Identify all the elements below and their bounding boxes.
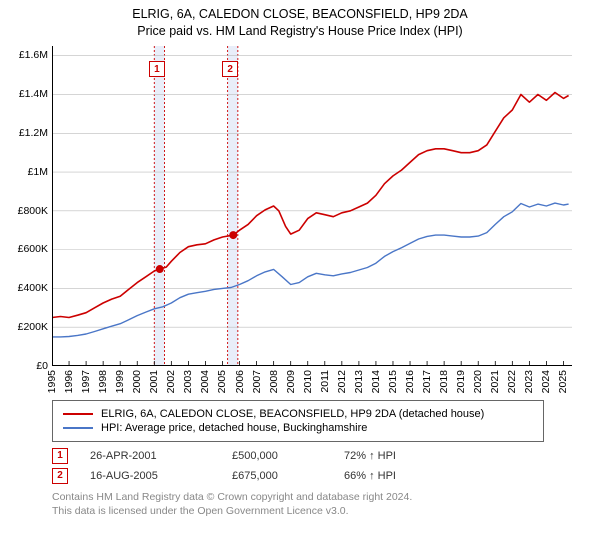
x-axis-label: 2012 <box>336 370 348 393</box>
x-axis-label: 2022 <box>506 370 518 393</box>
x-axis-label: 2014 <box>370 370 382 393</box>
transaction-date: 26-APR-2001 <box>90 450 210 462</box>
x-axis-label: 2020 <box>472 370 484 393</box>
transaction-price: £675,000 <box>232 470 322 482</box>
attribution-line-1: Contains HM Land Registry data © Crown c… <box>52 491 412 503</box>
transaction-delta: 66% ↑ HPI <box>344 470 396 482</box>
title-line-1: ELRIG, 6A, CALEDON CLOSE, BEACONSFIELD, … <box>132 7 468 21</box>
y-axis-label: £1.6M <box>19 49 48 61</box>
x-axis-label: 2010 <box>302 370 314 393</box>
x-axis-label: 2023 <box>523 370 535 393</box>
x-axis-label: 1998 <box>97 370 109 393</box>
y-axis-label: £200K <box>18 321 48 333</box>
x-axis-label: 2025 <box>557 370 569 393</box>
transaction-date: 16-AUG-2005 <box>90 470 210 482</box>
x-axis-label: 2017 <box>421 370 433 393</box>
x-axis-label: 2016 <box>404 370 416 393</box>
x-axis-label: 2001 <box>148 370 160 393</box>
x-axis-label: 2004 <box>199 370 211 393</box>
x-axis-label: 2019 <box>455 370 467 393</box>
x-axis-label: 2015 <box>387 370 399 393</box>
legend-label: ELRIG, 6A, CALEDON CLOSE, BEACONSFIELD, … <box>101 408 484 420</box>
title-line-2: Price paid vs. HM Land Registry's House … <box>137 24 462 38</box>
transaction-row: 2 16-AUG-2005 £675,000 66% ↑ HPI <box>52 468 590 484</box>
y-axis-label: £800K <box>18 205 48 217</box>
chart-area: 12£0£200K£400K£600K£800K£1M£1.2M£1.4M£1.… <box>10 46 590 366</box>
legend-item: ELRIG, 6A, CALEDON CLOSE, BEACONSFIELD, … <box>63 407 533 421</box>
transaction-marker: 2 <box>52 468 68 484</box>
x-axis-label: 2005 <box>216 370 228 393</box>
legend-item: HPI: Average price, detached house, Buck… <box>63 421 533 435</box>
x-axis-label: 2009 <box>285 370 297 393</box>
x-axis-label: 2024 <box>540 370 552 393</box>
x-axis-label: 2000 <box>131 370 143 393</box>
x-axis-label: 2008 <box>268 370 280 393</box>
transaction-delta: 72% ↑ HPI <box>344 450 396 462</box>
x-axis-label: 1999 <box>114 370 126 393</box>
legend-label: HPI: Average price, detached house, Buck… <box>101 422 367 434</box>
transaction-marker: 1 <box>52 448 68 464</box>
x-axis-label: 2006 <box>234 370 246 393</box>
legend-swatch <box>63 427 93 429</box>
transactions: 1 26-APR-2001 £500,000 72% ↑ HPI 2 16-AUG-200… <box>10 448 590 484</box>
x-axis-label: 1996 <box>63 370 75 393</box>
attribution-line-2: This data is licensed under the Open Gov… <box>52 505 349 517</box>
chart-title: ELRIG, 6A, CALEDON CLOSE, BEACONSFIELD, … <box>10 6 590 40</box>
y-axis-label: £600K <box>18 243 48 255</box>
x-axis-label: 2007 <box>251 370 263 393</box>
x-axis-label: 2018 <box>438 370 450 393</box>
chart-annotation-marker: 2 <box>222 61 238 77</box>
x-axis-label: 1997 <box>80 370 92 393</box>
transaction-row: 1 26-APR-2001 £500,000 72% ↑ HPI <box>52 448 590 464</box>
chart-annotation-marker: 1 <box>149 61 165 77</box>
y-axis-label: £1M <box>28 166 48 178</box>
attribution: Contains HM Land Registry data © Crown c… <box>52 490 590 518</box>
x-axis-label: 2011 <box>319 370 331 393</box>
legend-swatch <box>63 413 93 415</box>
x-axis-label: 2002 <box>165 370 177 393</box>
legend: ELRIG, 6A, CALEDON CLOSE, BEACONSFIELD, … <box>52 400 544 442</box>
y-axis-label: £1.4M <box>19 88 48 100</box>
x-axis-label: 2013 <box>353 370 365 393</box>
x-axis-label: 2003 <box>182 370 194 393</box>
x-axis-label: 2021 <box>489 370 501 393</box>
y-axis-label: £400K <box>18 282 48 294</box>
x-axis-label: 1995 <box>46 370 58 393</box>
transaction-price: £500,000 <box>232 450 322 462</box>
y-axis-label: £1.2M <box>19 127 48 139</box>
plot: 12£0£200K£400K£600K£800K£1M£1.2M£1.4M£1.… <box>52 46 572 366</box>
